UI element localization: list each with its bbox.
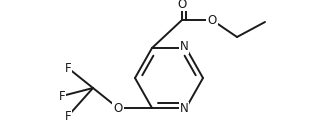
Text: N: N [180, 40, 188, 54]
Text: O: O [113, 102, 123, 115]
Text: O: O [207, 14, 217, 26]
Text: F: F [65, 62, 71, 75]
Text: O: O [177, 0, 187, 10]
Text: N: N [180, 103, 188, 116]
Text: F: F [65, 109, 71, 123]
Text: F: F [59, 90, 65, 103]
